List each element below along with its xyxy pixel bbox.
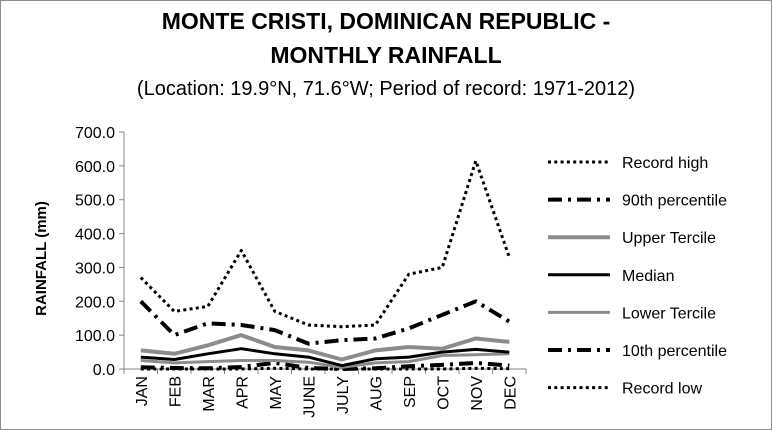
y-tick-label: 200.0 xyxy=(75,294,115,311)
x-tick-label: JUNE xyxy=(301,376,318,418)
x-tick-label: MAR xyxy=(201,376,218,412)
x-tick-label: SEP xyxy=(402,376,419,408)
series-line-median xyxy=(140,347,510,368)
chart-title-line-2: MONTHLY RAINFALL xyxy=(270,42,502,68)
series-line-90th-percentile xyxy=(139,299,511,346)
x-tick-label: DEC xyxy=(502,376,519,410)
x-tick-label: JAN xyxy=(134,376,151,406)
x-tick-label: MAY xyxy=(268,376,285,410)
legend-label-lower-tercile: Lower Tercile xyxy=(622,305,716,322)
chart-subtitle: (Location: 19.9°N, 71.6°W; Period of rec… xyxy=(136,78,636,100)
legend-label-record-low: Record low xyxy=(622,381,702,398)
x-tick-label: AUG xyxy=(368,376,385,411)
series-line-upper-tercile xyxy=(140,333,510,362)
y-tick-label: 100.0 xyxy=(75,328,115,345)
y-axis-title: RAINFALL (mm) xyxy=(33,201,50,316)
series-line-lower-tercile xyxy=(140,352,510,369)
chart-title-line-1: MONTE CRISTI, DOMINICAN REPUBLIC - xyxy=(161,8,611,34)
series-line-10th-percentile xyxy=(140,360,510,371)
y-tick-label: 700.0 xyxy=(75,125,115,142)
x-tick-label: FEB xyxy=(167,376,184,407)
legend-label-upper-tercile: Upper Tercile xyxy=(622,230,716,247)
x-tick-label: NOV xyxy=(469,376,486,411)
legend-label-10th-percentile: 10th percentile xyxy=(622,343,727,360)
x-tick-label: OCT xyxy=(435,376,452,410)
y-tick-label: 300.0 xyxy=(75,260,115,277)
y-tick-label: 500.0 xyxy=(75,193,115,210)
x-tick-label: APR xyxy=(234,376,251,409)
legend-label-median: Median xyxy=(622,268,674,285)
legend-label-90th-percentile: 90th percentile xyxy=(622,193,727,210)
y-tick-label: 600.0 xyxy=(75,159,115,176)
y-tick-label: 0.0 xyxy=(93,362,115,379)
y-tick-label: 400.0 xyxy=(75,227,115,244)
series-line-record-high xyxy=(139,159,511,329)
x-tick-label: JULY xyxy=(335,376,352,414)
legend-label-record-high: Record high xyxy=(622,155,708,172)
